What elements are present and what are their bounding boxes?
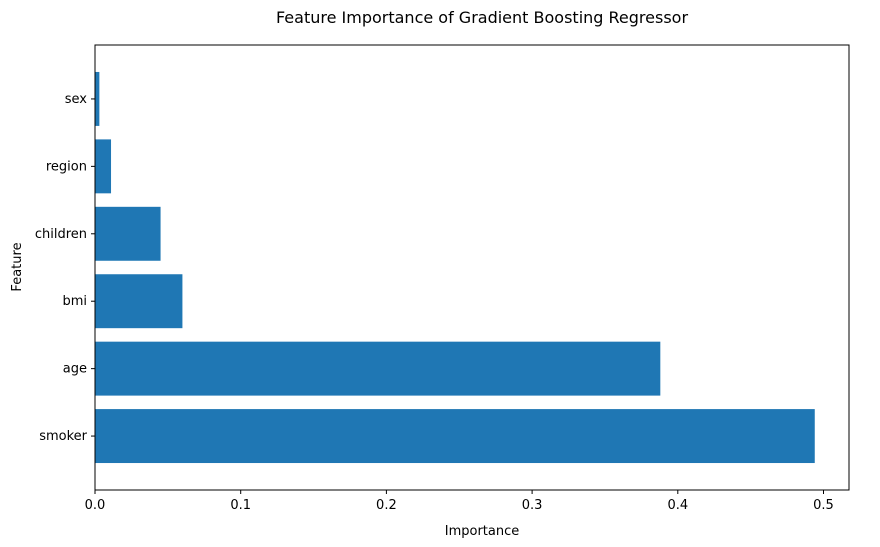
x-tick-label: 0.1 xyxy=(230,498,251,513)
y-tick-label-sex: sex xyxy=(65,92,88,107)
y-tick-label-children: children xyxy=(35,227,87,242)
x-axis-label: Importance xyxy=(445,524,520,539)
x-tick-label: 0.3 xyxy=(522,498,543,513)
y-tick-label-bmi: bmi xyxy=(62,294,87,309)
plot-frame xyxy=(94,44,850,491)
y-tick-label-smoker: smoker xyxy=(39,429,87,444)
x-tick-label: 0.4 xyxy=(667,498,688,513)
x-ticks-group: 0.0 0.1 0.2 0.3 0.4 0.5 xyxy=(85,490,834,513)
y-tick-label-region: region xyxy=(46,159,87,174)
y-ticks-group: smoker age bmi children region sex xyxy=(35,92,95,444)
bar-bmi xyxy=(95,274,183,329)
bar-sex xyxy=(95,71,100,126)
y-tick-label-age: age xyxy=(63,362,87,377)
bar-children xyxy=(95,206,161,261)
chart-title: Feature Importance of Gradient Boosting … xyxy=(276,8,688,27)
x-tick-label: 0.2 xyxy=(376,498,397,513)
x-tick-label: 0.0 xyxy=(85,498,106,513)
bar-smoker xyxy=(95,409,815,464)
bar-age xyxy=(95,341,661,396)
y-axis-label: Feature xyxy=(10,242,25,291)
x-tick-label: 0.5 xyxy=(813,498,834,513)
bar-region xyxy=(95,139,112,194)
bars-group xyxy=(95,71,815,464)
